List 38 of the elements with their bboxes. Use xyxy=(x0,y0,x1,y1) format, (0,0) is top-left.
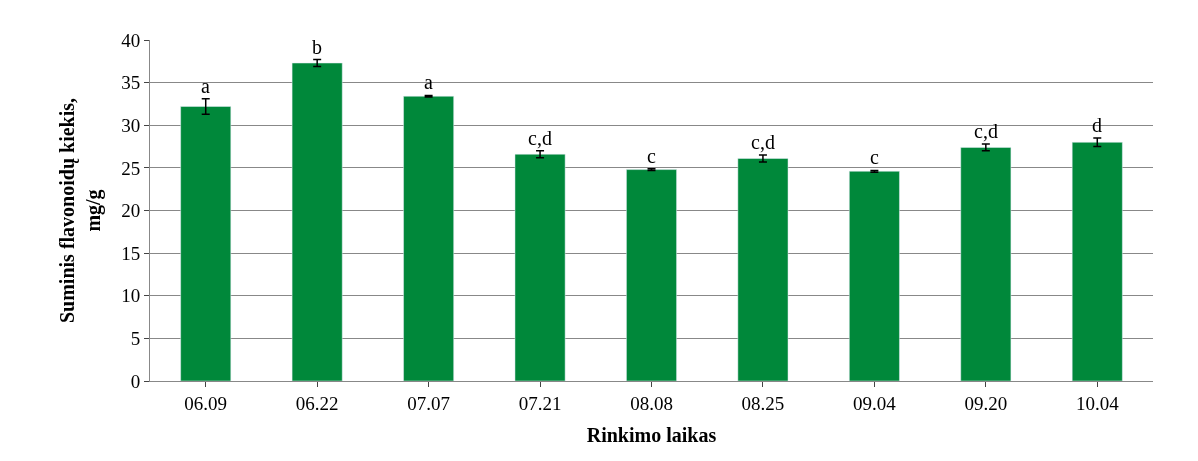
y-tick-label: 35 xyxy=(121,72,141,94)
y-axis-title: Suminis flavonoidų kiekis, mg/g xyxy=(55,97,105,324)
bar xyxy=(180,106,232,381)
x-tick-label: 07.07 xyxy=(407,392,450,414)
y-tick-label: 20 xyxy=(121,200,141,222)
annotation: a xyxy=(201,75,210,97)
x-axis-title: Rinkimo laikas xyxy=(586,424,717,447)
x-tick-label: 09.04 xyxy=(853,392,897,414)
y-tick-label: 0 xyxy=(130,370,141,392)
annotation: c,d xyxy=(751,131,775,153)
bar xyxy=(514,153,566,381)
x-tick-label: 10.04 xyxy=(1075,392,1120,414)
annotation: a xyxy=(424,71,433,93)
bar xyxy=(403,96,454,381)
x-tick-label: 08.08 xyxy=(630,392,673,414)
bar xyxy=(1071,142,1123,381)
y-tick-label: 15 xyxy=(121,242,141,264)
annotation: b xyxy=(312,36,322,58)
annotation: c xyxy=(870,146,879,168)
bar xyxy=(626,169,677,381)
annotation: c,d xyxy=(974,120,998,142)
y-tick-label: 5 xyxy=(130,328,141,350)
y-tick-label: 25 xyxy=(121,157,141,179)
annotation: c xyxy=(647,145,656,167)
x-tick-label: 08.25 xyxy=(741,392,785,414)
y-tick-label: 30 xyxy=(121,114,141,136)
bar xyxy=(849,171,900,381)
bar xyxy=(291,62,343,381)
bar xyxy=(737,158,789,381)
bar xyxy=(960,147,1012,381)
annotation: c,d xyxy=(528,127,552,149)
x-tick-label: 07.21 xyxy=(518,392,562,414)
y-tick-label: 10 xyxy=(121,285,141,307)
x-tick-label: 06.09 xyxy=(184,392,228,414)
x-tick-label: 09.20 xyxy=(964,392,1008,414)
annotation: d xyxy=(1092,114,1102,136)
y-tick-label: 40 xyxy=(121,29,141,51)
x-tick-label: 06.22 xyxy=(295,392,339,414)
